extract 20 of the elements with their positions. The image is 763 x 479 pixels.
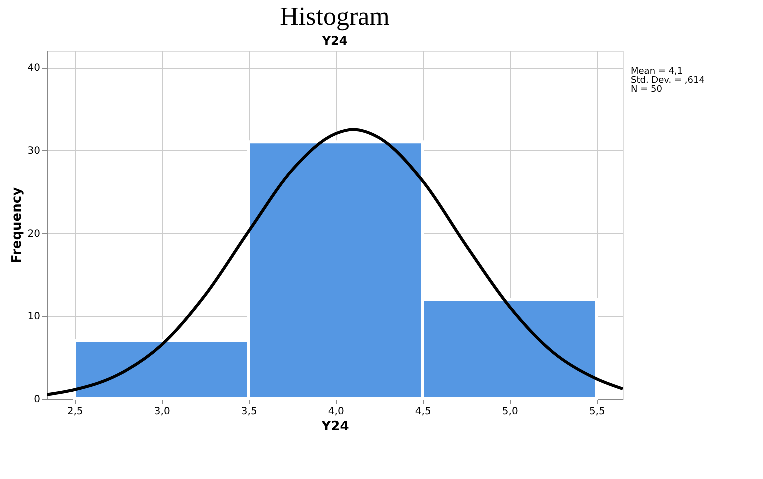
x-tick-label: 2,5 xyxy=(67,406,84,418)
text: N = 50 xyxy=(631,85,663,95)
x-axis-title: Y24 xyxy=(320,420,350,434)
y-tick-label: 30 xyxy=(28,146,40,157)
y-axis-title: Frequency xyxy=(10,186,25,264)
x-tick-label: 4,0 xyxy=(328,406,344,418)
chart-subtitle: Y24 xyxy=(321,34,348,48)
chart-title: Histogram xyxy=(280,2,390,31)
text: Mean = 4,1 xyxy=(631,67,684,77)
y-tick-label: 10 xyxy=(28,312,40,323)
x-tick-label: 4,5 xyxy=(415,406,432,418)
y-tick-label: 20 xyxy=(28,228,40,240)
y-tick-label: 0 xyxy=(34,394,40,406)
y-tick-label: 40 xyxy=(28,63,40,74)
text: Std. Dev. = ,614 xyxy=(631,76,706,86)
x-tick-label: 3,5 xyxy=(241,406,258,418)
x-tick-label: 3,0 xyxy=(154,406,170,418)
x-tick-label: 5,0 xyxy=(502,406,518,418)
x-tick-label: 5,5 xyxy=(589,406,606,418)
line-series xyxy=(47,128,623,396)
